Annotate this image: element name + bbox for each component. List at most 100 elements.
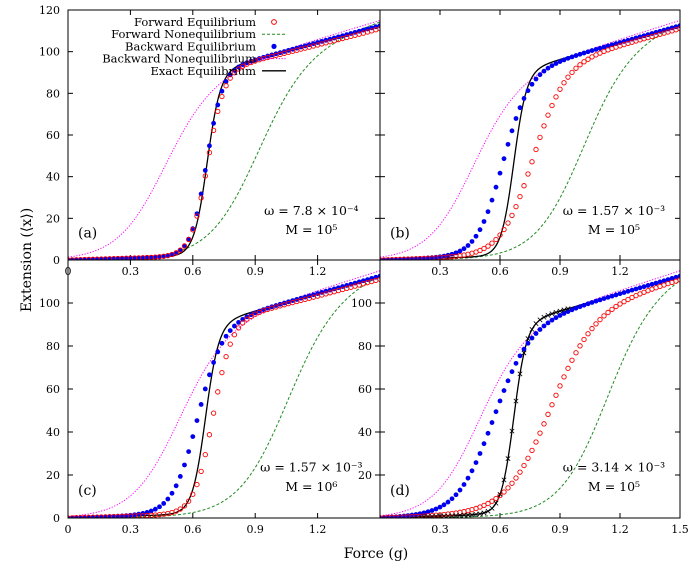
forward-equilibrium-point	[190, 227, 196, 233]
backward-equilibrium-point	[277, 301, 283, 307]
exact-equilibrium-cross	[513, 398, 519, 404]
backward-equilibrium-point	[219, 340, 225, 346]
forward-equilibrium-point	[573, 65, 579, 71]
forward-equilibrium-point	[194, 213, 200, 219]
backward-equilibrium-point	[513, 116, 519, 121]
forward-equilibrium-point	[585, 331, 591, 337]
forward-equilibrium-point	[244, 316, 250, 322]
forward-equilibrium-point	[227, 75, 233, 81]
forward-equilibrium-point	[227, 341, 233, 347]
forward-equilibrium-point	[219, 369, 225, 376]
forward-equilibrium-point	[240, 320, 246, 326]
forward-equilibrium-point	[625, 296, 631, 303]
backward-equilibrium-point	[529, 81, 535, 87]
forward-equilibrium-point	[223, 83, 229, 89]
backward-equilibrium-point	[561, 57, 567, 63]
forward-equilibrium-point	[581, 59, 587, 65]
backward-equilibrium-point	[641, 284, 647, 290]
exact-equilibrium-cross	[485, 508, 491, 514]
forward-equilibrium-point	[569, 357, 575, 363]
backward-equilibrium-point	[248, 58, 254, 64]
forward-equilibrium-point	[198, 468, 204, 475]
forward-equilibrium-point	[481, 245, 487, 252]
exact-equilibrium-cross	[493, 500, 499, 506]
m-annotation: M = 10⁵	[588, 222, 640, 237]
panel-label: (b)	[390, 226, 410, 242]
forward-equilibrium-point	[521, 183, 527, 189]
backward-equilibrium-point	[173, 483, 179, 489]
x-tick-label: 1.2	[611, 265, 629, 278]
backward-equilibrium-point	[273, 303, 279, 308]
forward-equilibrium-point	[173, 508, 179, 514]
y-tick-label: 20	[46, 469, 60, 482]
backward-equilibrium-point	[605, 43, 611, 49]
backward-equilibrium-point	[577, 304, 583, 310]
backward-equilibrium-point	[665, 277, 671, 283]
backward-equilibrium-point	[445, 499, 451, 505]
backward-equilibrium-point	[177, 247, 183, 253]
backward-equilibrium-point	[161, 501, 167, 506]
backward-equilibrium-point	[461, 482, 467, 487]
forward-equilibrium-point	[215, 389, 221, 395]
backward-equilibrium-point	[657, 279, 663, 285]
forward-equilibrium-point	[206, 432, 213, 438]
y-tick-label: 100	[39, 297, 60, 310]
exact-equilibrium-cross	[449, 513, 455, 518]
y-tick-label: 60	[46, 129, 60, 142]
forward-equilibrium-point	[589, 54, 595, 60]
forward-equilibrium-point	[557, 86, 563, 92]
x-tick-label: 1.2	[309, 523, 327, 536]
backward-equilibrium-point	[573, 305, 579, 311]
backward-equilibrium-point	[437, 504, 443, 510]
x-tick-label: 0.9	[551, 265, 569, 278]
forward-equilibrium-point	[240, 63, 246, 69]
backward-equilibrium-point	[573, 53, 579, 58]
backward-equilibrium-point	[223, 333, 229, 339]
y-tick-label: 20	[46, 212, 60, 225]
legend-label: Exact Equilibrium	[151, 64, 257, 78]
forward-equilibrium-point	[525, 171, 531, 177]
legend-label: Backward Nonequilibrium	[102, 52, 256, 66]
forward-equilibrium-point	[605, 309, 611, 316]
forward-equilibrium-point	[613, 303, 619, 310]
exact-equilibrium-cross	[541, 314, 547, 320]
forward-equilibrium-point	[533, 146, 539, 153]
backward-equilibrium-point	[529, 335, 535, 341]
x-tick-label: 0.3	[431, 265, 449, 278]
backward-equilibrium-point	[477, 451, 483, 456]
y-tick-label: 80	[46, 87, 60, 100]
backward-equilibrium-point	[445, 252, 451, 258]
backward-equilibrium-point	[545, 65, 551, 71]
forward-equilibrium-point	[597, 317, 603, 323]
y-tick-label: 80	[46, 340, 60, 353]
backward-equilibrium-point	[637, 285, 643, 291]
backward-equilibrium-point	[232, 323, 237, 329]
backward-equilibrium-point	[405, 513, 411, 518]
forward-equilibrium-point	[529, 159, 535, 165]
backward-equilibrium-point	[128, 255, 133, 260]
forward-equilibrium-point	[561, 80, 567, 86]
backward-equilibrium-point	[182, 462, 187, 468]
backward-equilibrium-point	[525, 88, 531, 94]
omega-annotation: ω = 1.57 × 10⁻³	[260, 460, 362, 475]
backward-equilibrium-point	[469, 468, 475, 474]
forward-equilibrium-point	[549, 102, 555, 109]
panel-label: (c)	[78, 483, 97, 499]
exact-equilibrium-cross	[529, 326, 535, 332]
backward-equilibrium-point	[509, 369, 515, 375]
backward-equilibrium-point	[173, 250, 179, 256]
backward-equilibrium-point	[609, 293, 615, 299]
backward-equilibrium-point	[669, 276, 675, 281]
forward-equilibrium-point	[489, 240, 495, 246]
backward-equilibrium-point	[533, 76, 539, 82]
backward-equilibrium-point	[601, 44, 607, 50]
panel-label: (d)	[390, 483, 410, 499]
backward-equilibrium-point	[497, 170, 503, 176]
backward-equilibrium-point	[601, 296, 607, 302]
y-tick-label: 0	[53, 512, 60, 525]
backward-equilibrium-point	[252, 57, 258, 63]
exact-equilibrium-cross	[461, 512, 467, 518]
backward-equilibrium-point	[489, 420, 495, 425]
forward-equilibrium-point	[190, 491, 196, 497]
panel-label: (a)	[78, 226, 97, 242]
